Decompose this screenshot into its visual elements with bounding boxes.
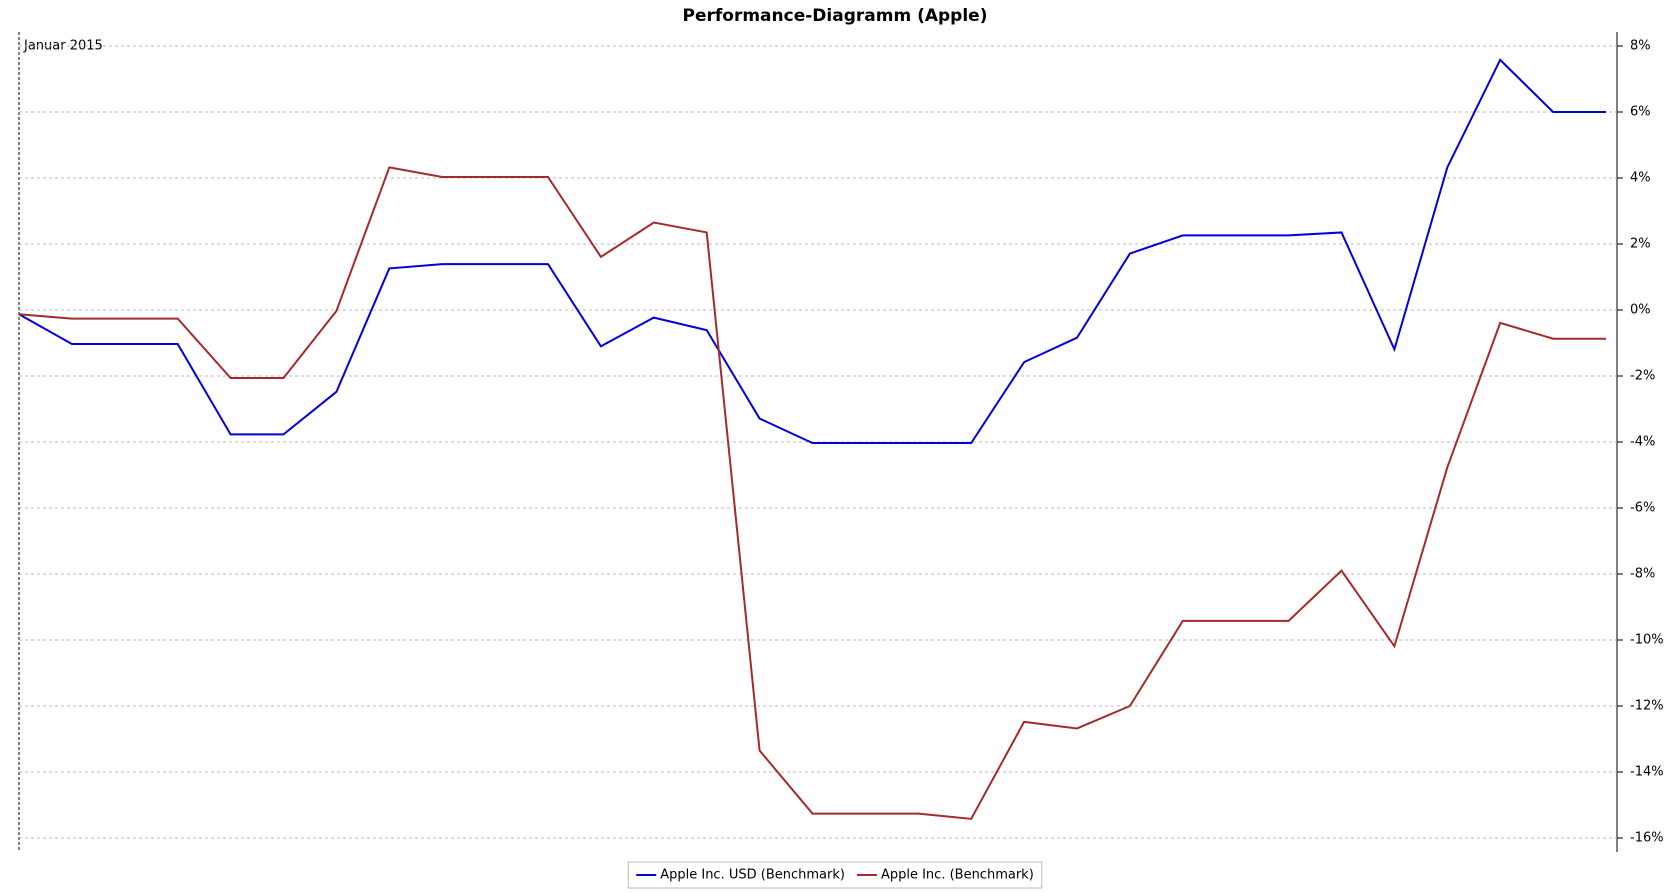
y-tick-label: -10% — [1630, 633, 1664, 648]
y-tick-label: -16% — [1630, 831, 1664, 846]
y-tick-label: 6% — [1630, 105, 1651, 120]
line-series — [18, 166, 1606, 820]
chart-title: Performance-Diagramm (Apple) — [683, 6, 988, 26]
legend-label: Apple Inc. (Benchmark) — [881, 868, 1034, 883]
y-tick-label: -14% — [1630, 765, 1664, 780]
y-tick-label: -8% — [1630, 567, 1655, 582]
legend-label: Apple Inc. USD (Benchmark) — [660, 868, 845, 883]
line-series — [18, 58, 1606, 444]
y-tick-label: 0% — [1630, 303, 1651, 318]
y-tick-label: 2% — [1630, 237, 1651, 252]
y-tick-label: -12% — [1630, 699, 1664, 714]
y-tick-label: 4% — [1630, 171, 1651, 186]
y-tick-label: -2% — [1630, 369, 1655, 384]
y-tick-label: 8% — [1630, 39, 1651, 54]
legend-box — [627, 861, 1043, 889]
y-tick-label: -6% — [1630, 501, 1655, 516]
y-tick-label: -4% — [1630, 435, 1655, 450]
